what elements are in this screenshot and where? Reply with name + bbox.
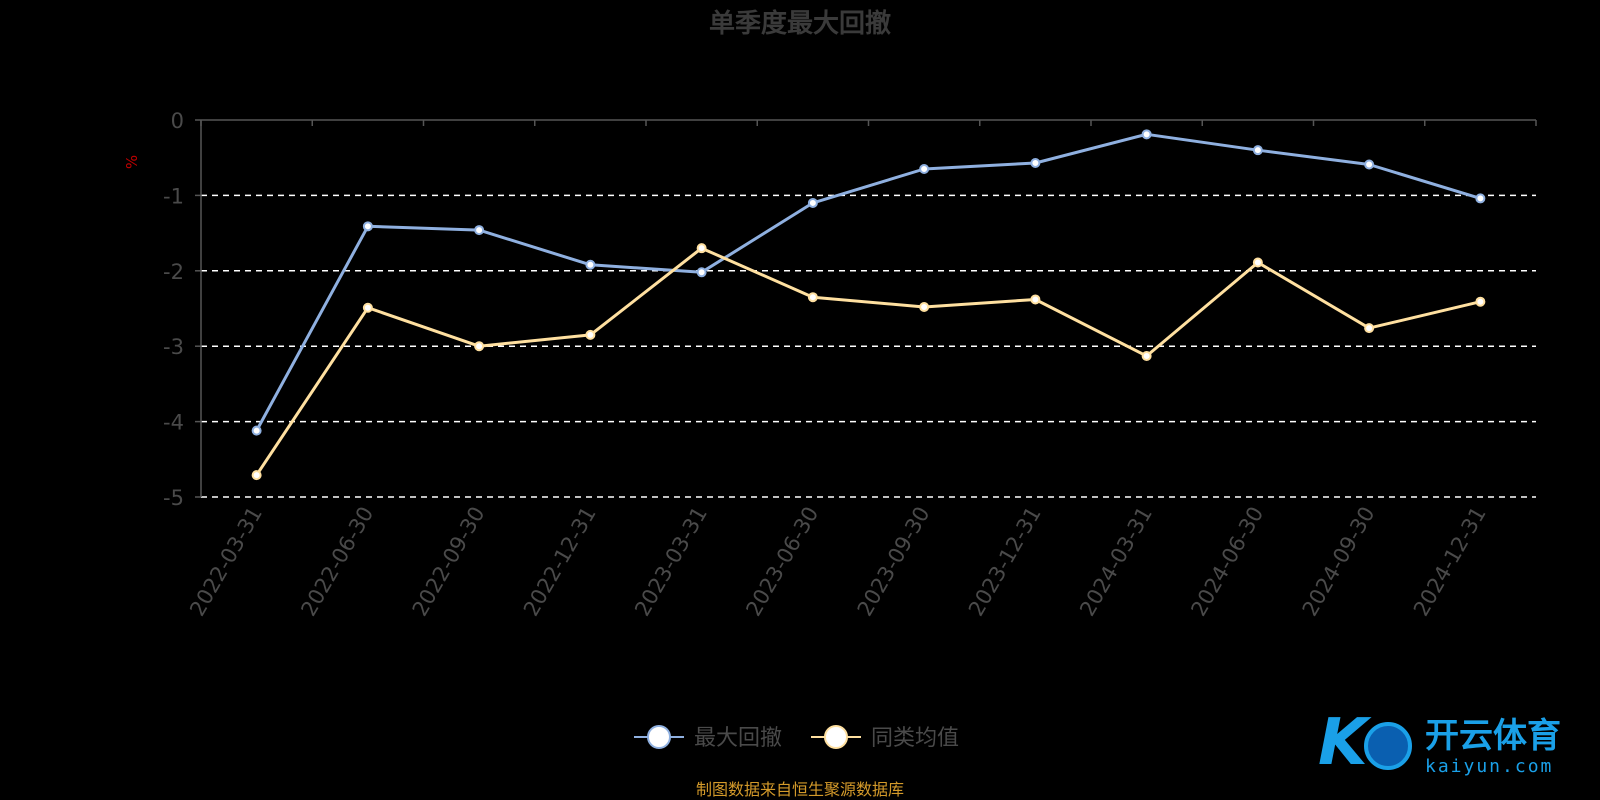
series-group [251, 129, 1486, 481]
data-point[interactable] [1141, 351, 1152, 362]
x-tick-label: 2024-06-30 [1186, 503, 1268, 621]
chart-title: 单季度最大回撤 [709, 8, 891, 39]
data-point[interactable] [1475, 193, 1486, 204]
data-point[interactable] [474, 341, 485, 352]
y-tick-labels: 0 -1 -2 -3 -4 -5 [163, 109, 184, 510]
y-tick-label: -1 [163, 184, 184, 208]
data-point[interactable] [585, 329, 596, 340]
x-tick-label: 2023-06-30 [741, 503, 823, 621]
logo-ball-icon [1364, 722, 1412, 770]
data-point[interactable] [251, 470, 262, 481]
x-tick-label: 2023-09-30 [853, 503, 935, 621]
data-point[interactable] [1475, 296, 1486, 307]
legend[interactable]: 最大回撤 同类均值 [634, 725, 959, 751]
y-tick-label: -5 [163, 486, 184, 510]
data-point[interactable] [919, 301, 930, 312]
x-tick-label: 2022-06-30 [296, 503, 378, 621]
brand-logo: K 开云体育 kaiyun.com [1318, 706, 1561, 780]
x-tick-label: 2023-12-31 [964, 503, 1046, 621]
x-tick-label: 2022-12-31 [519, 503, 601, 621]
x-tick-label: 2022-03-31 [185, 503, 267, 621]
legend-label-peer-average: 同类均值 [871, 726, 959, 751]
legend-label-max-drawdown: 最大回撤 [694, 726, 782, 751]
logo-name: 开云体育 [1425, 716, 1561, 756]
x-tick-label: 2022-09-30 [408, 503, 490, 621]
data-point[interactable] [362, 302, 373, 313]
logo-domain: kaiyun.com [1425, 756, 1553, 777]
data-point[interactable] [807, 197, 818, 208]
data-point[interactable] [1141, 129, 1152, 140]
x-tick-label: 2024-03-31 [1075, 503, 1157, 621]
y-tick-label: 0 [171, 109, 184, 133]
series-line-0 [255, 132, 1481, 432]
data-point[interactable] [1252, 145, 1263, 156]
data-point[interactable] [1364, 323, 1375, 334]
y-tick-label: -4 [163, 411, 184, 435]
data-point[interactable] [919, 164, 930, 175]
data-point[interactable] [1030, 294, 1041, 305]
data-point[interactable] [362, 221, 373, 232]
x-tick-labels: 2022-03-31 2022-06-30 2022-09-30 2022-12-31… [185, 503, 1491, 621]
data-point[interactable] [807, 292, 818, 303]
y-tick-label: -2 [163, 260, 184, 284]
data-point[interactable] [251, 425, 262, 436]
data-point[interactable] [585, 259, 596, 270]
grid [201, 194, 1536, 498]
series-line-1 [255, 246, 1481, 476]
legend-item-peer-average[interactable]: 同类均值 [811, 725, 959, 751]
x-tick-label: 2024-09-30 [1298, 503, 1380, 621]
data-point[interactable] [696, 243, 707, 254]
data-point[interactable] [1030, 157, 1041, 168]
data-point[interactable] [474, 225, 485, 236]
y-tick-label: -3 [163, 335, 184, 359]
data-point[interactable] [1252, 257, 1263, 268]
legend-marker-peer-average [824, 725, 848, 749]
x-tick-label: 2023-03-31 [630, 503, 712, 621]
x-tick-label: 2024-12-31 [1409, 503, 1491, 621]
data-source-note: 制图数据来自恒生聚源数据库 [696, 780, 904, 799]
data-point[interactable] [696, 267, 707, 278]
axes [195, 119, 1537, 498]
y-axis-unit: % [123, 155, 141, 169]
data-point[interactable] [1364, 159, 1375, 170]
legend-marker-max-drawdown [647, 725, 671, 749]
logo-k-glyph: K [1318, 706, 1372, 780]
legend-item-max-drawdown[interactable]: 最大回撤 [634, 725, 782, 751]
